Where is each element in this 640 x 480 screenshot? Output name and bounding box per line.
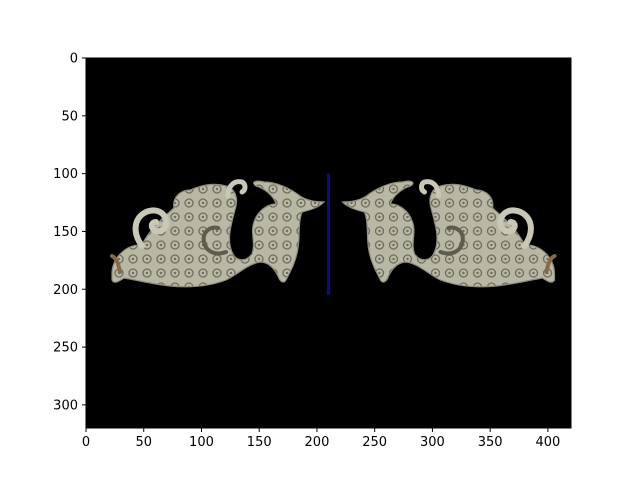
dragon-right-leg xyxy=(544,254,557,274)
x-tick-label: 0 xyxy=(82,435,90,450)
y-tick-label: 50 xyxy=(61,109,78,124)
y-tick-label: 200 xyxy=(53,283,78,298)
dragon-right-tail-curl xyxy=(497,207,534,249)
dragon-left-inner-curl xyxy=(201,225,228,256)
x-tick-label: 200 xyxy=(305,435,330,450)
x-tick-label: 300 xyxy=(420,435,445,450)
x-tick-label: 350 xyxy=(478,435,503,450)
jade-dragon-left xyxy=(110,179,326,288)
axes-frame xyxy=(85,57,572,429)
x-axis: 0 50 100 150 200 250 300 350 400 xyxy=(82,428,560,450)
jade-dragon-right xyxy=(341,179,557,288)
y-tick-label: 300 xyxy=(53,398,78,413)
x-tick-label: 250 xyxy=(362,435,387,450)
dragon-right-body xyxy=(341,180,556,288)
image-area xyxy=(86,58,571,428)
y-axis: 0 50 100 150 200 250 300 xyxy=(53,52,86,413)
dragon-left-crest xyxy=(225,179,248,199)
x-tick-label: 100 xyxy=(189,435,214,450)
dragon-right-crest xyxy=(419,179,441,199)
x-tick-label: 150 xyxy=(247,435,272,450)
dragon-left-tail-curl xyxy=(132,207,170,249)
x-tick-label: 400 xyxy=(535,435,560,450)
y-tick-label: 250 xyxy=(53,341,78,356)
dragon-left-body xyxy=(111,180,326,288)
x-tick-label: 50 xyxy=(135,435,152,450)
dragon-left-leg xyxy=(110,254,122,274)
y-tick-label: 150 xyxy=(53,225,78,240)
dragon-right-inner-curl xyxy=(438,225,465,256)
y-tick-label: 0 xyxy=(70,52,78,67)
y-tick-label: 100 xyxy=(53,167,78,182)
